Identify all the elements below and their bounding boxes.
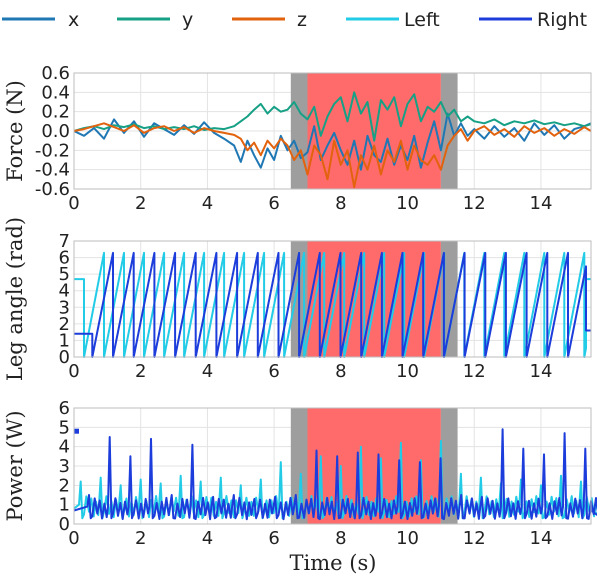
- x-tick-label: 14: [530, 193, 553, 214]
- legend-label-y: y: [182, 9, 193, 31]
- x-tick-label: 8: [335, 361, 346, 382]
- series-z-line: [73, 122, 592, 189]
- x-tick-label: 0: [68, 528, 79, 549]
- legend-label-x: x: [68, 9, 79, 31]
- x-tick-label: 6: [268, 528, 279, 549]
- x-tick-label: 10: [396, 193, 419, 214]
- x-tick-label: 10: [396, 361, 419, 382]
- transition-region: [440, 73, 458, 189]
- x-tick-label: 14: [530, 528, 553, 549]
- plot-frame: [73, 407, 592, 525]
- x-tick-label: 2: [135, 193, 146, 214]
- x-tick-label: 8: [335, 193, 346, 214]
- legend: x y z Left Right: [2, 9, 587, 31]
- x-tick-label: 12: [463, 528, 486, 549]
- transition-region: [290, 73, 308, 189]
- legend-item-y: y: [117, 9, 193, 31]
- x-tick-label: 14: [530, 361, 553, 382]
- x-tick-label: 12: [463, 361, 486, 382]
- y-tick-label: -0.6: [35, 179, 70, 200]
- y-tick-label: 3: [59, 456, 70, 477]
- legend-item-z: z: [232, 9, 307, 31]
- y-tick-label: 6: [59, 398, 70, 419]
- y-axis-title: Force (N): [3, 80, 27, 182]
- y-tick-label: 0: [59, 514, 70, 535]
- y-tick-label: 2: [59, 314, 70, 335]
- legend-label-right: Right: [537, 9, 587, 31]
- legend-label-left: Left: [404, 9, 440, 31]
- y-tick-label: 3: [59, 297, 70, 318]
- y-tick-label: 6: [59, 248, 70, 269]
- series-right-line: [73, 428, 597, 521]
- plot-frame: [73, 72, 592, 190]
- y-tick-label: 5: [59, 264, 70, 285]
- x-tick-label: 4: [202, 361, 213, 382]
- y-tick-label: -0.2: [35, 140, 70, 161]
- x-tick-label: 6: [268, 361, 279, 382]
- legend-item-left: Left: [346, 9, 440, 31]
- legend-item-x: x: [2, 9, 79, 31]
- legend-item-right: Right: [479, 9, 587, 31]
- y-tick-label: 2: [59, 475, 70, 496]
- x-tick-label: 12: [463, 193, 486, 214]
- series-right-line: [74, 251, 591, 358]
- x-tick-label: 10: [396, 528, 419, 549]
- x-tick-label: 4: [202, 193, 213, 214]
- series-left-line: [74, 251, 591, 358]
- active-region: [307, 73, 441, 189]
- legend-label-z: z: [297, 9, 307, 31]
- x-tick-label: 0: [68, 361, 79, 382]
- x-tick-label: 0: [68, 193, 79, 214]
- plot-frame: [73, 240, 592, 358]
- y-tick-label: 0: [59, 347, 70, 368]
- transition-region: [440, 408, 458, 524]
- y-tick-label: 0.2: [41, 102, 70, 123]
- y-tick-label: -0.4: [35, 160, 70, 181]
- x-tick-label: 2: [135, 361, 146, 382]
- y-tick-label: 0.4: [41, 82, 70, 103]
- x-tick-label: 8: [335, 528, 346, 549]
- x-tick-label: 6: [268, 193, 279, 214]
- y-tick-label: 0.6: [41, 63, 70, 84]
- y-tick-label: 4: [59, 437, 70, 458]
- y-tick-label: 5: [59, 417, 70, 438]
- force-panel: -0.6-0.4-0.20.00.20.40.6 0 2 4 6 8 10 12 14 Force…: [3, 63, 592, 214]
- y-tick-label: 1: [59, 330, 70, 351]
- y-axis-title: Leg angle (rad): [3, 217, 27, 381]
- x-axis-title: Time (s): [290, 551, 377, 575]
- y-axis-title: Power (W): [3, 410, 27, 521]
- x-tick-label: 4: [202, 528, 213, 549]
- y-tick-label: 7: [59, 231, 70, 252]
- x-tick-label: 2: [135, 528, 146, 549]
- active-region: [307, 241, 441, 357]
- y-tick-label: 1: [59, 495, 70, 516]
- y-tick-label: 0.0: [41, 121, 70, 142]
- y-tick-label: 4: [59, 281, 70, 302]
